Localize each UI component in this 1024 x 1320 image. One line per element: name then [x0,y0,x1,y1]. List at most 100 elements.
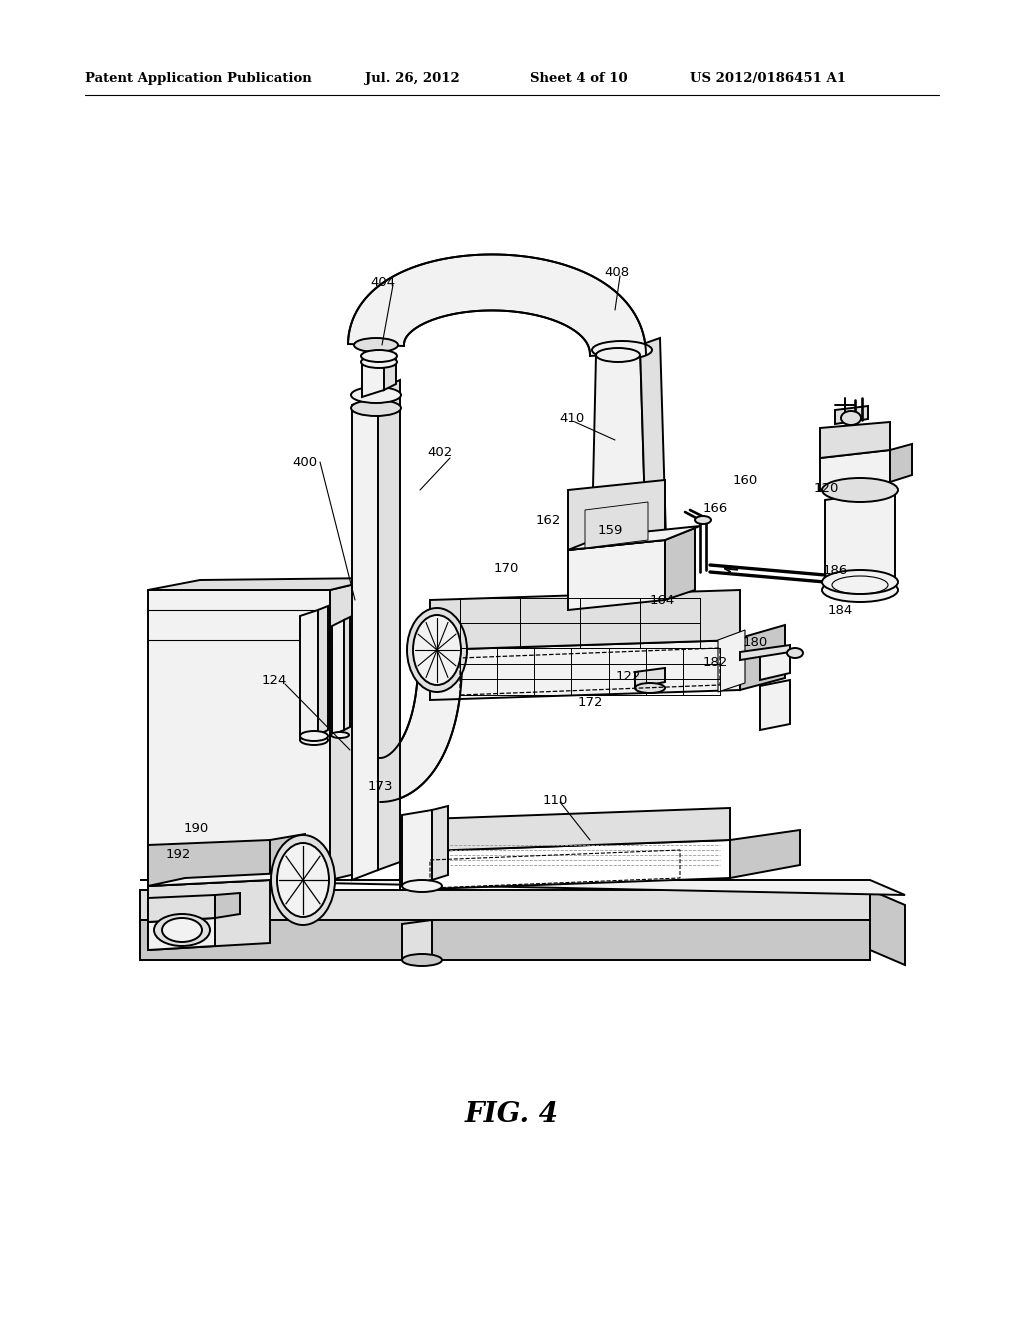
Ellipse shape [162,917,202,942]
Text: 182: 182 [702,656,728,668]
Polygon shape [890,444,912,482]
Polygon shape [665,528,695,601]
Text: 159: 159 [597,524,623,536]
Polygon shape [635,602,672,680]
Text: 120: 120 [813,482,839,495]
Polygon shape [825,490,895,590]
Polygon shape [590,345,648,620]
Ellipse shape [822,578,898,602]
Polygon shape [352,395,378,880]
Text: 164: 164 [649,594,675,606]
Text: 400: 400 [293,455,317,469]
Polygon shape [148,873,305,886]
Ellipse shape [787,648,803,657]
Ellipse shape [596,348,640,362]
Polygon shape [585,502,648,548]
Ellipse shape [402,954,442,966]
Polygon shape [215,894,240,917]
Polygon shape [432,807,449,880]
Ellipse shape [822,478,898,502]
Polygon shape [362,360,384,397]
Text: Sheet 4 of 10: Sheet 4 of 10 [530,73,628,84]
Polygon shape [148,880,270,950]
Text: 172: 172 [578,696,603,709]
Polygon shape [402,920,432,960]
Text: 404: 404 [371,276,395,289]
Polygon shape [870,890,905,965]
Text: 408: 408 [604,265,630,279]
Ellipse shape [635,682,665,693]
Text: 124: 124 [261,673,287,686]
Text: 184: 184 [827,603,853,616]
Polygon shape [148,590,330,880]
Polygon shape [820,422,890,458]
Polygon shape [330,578,380,880]
Ellipse shape [361,350,397,362]
Polygon shape [270,834,305,880]
Polygon shape [568,540,665,610]
Polygon shape [430,640,740,700]
Ellipse shape [351,387,401,403]
Ellipse shape [402,880,442,892]
Text: 122: 122 [615,669,641,682]
Polygon shape [380,668,462,803]
Ellipse shape [695,516,711,524]
Polygon shape [640,338,668,610]
Ellipse shape [354,338,398,352]
Polygon shape [140,920,870,960]
Polygon shape [730,830,800,878]
Text: 402: 402 [427,446,453,458]
Ellipse shape [154,913,210,946]
Polygon shape [140,880,905,895]
Ellipse shape [300,735,328,744]
Text: 170: 170 [494,561,519,574]
Text: 180: 180 [742,635,768,648]
Ellipse shape [361,356,397,368]
Polygon shape [332,620,344,735]
Ellipse shape [407,609,467,692]
Ellipse shape [413,615,461,685]
Text: FIG. 4: FIG. 4 [465,1101,559,1129]
Text: Patent Application Publication: Patent Application Publication [85,73,311,84]
Polygon shape [820,450,890,490]
Polygon shape [384,354,396,389]
Polygon shape [318,606,328,735]
Polygon shape [835,407,868,424]
Text: 162: 162 [536,513,561,527]
Polygon shape [148,917,215,950]
Text: 410: 410 [559,412,585,425]
Polygon shape [148,578,380,590]
Text: 192: 192 [165,847,190,861]
Polygon shape [148,840,270,886]
Ellipse shape [331,733,349,738]
Ellipse shape [300,731,328,741]
Polygon shape [378,380,400,870]
Polygon shape [592,610,648,690]
Text: 186: 186 [822,564,848,577]
Polygon shape [635,668,665,688]
Ellipse shape [271,836,335,925]
Polygon shape [300,610,318,741]
Polygon shape [344,616,350,730]
Polygon shape [760,680,790,730]
Ellipse shape [841,411,861,425]
Text: Jul. 26, 2012: Jul. 26, 2012 [365,73,460,84]
Polygon shape [400,840,730,890]
Polygon shape [400,808,730,851]
Polygon shape [718,630,745,692]
Polygon shape [140,890,870,920]
Text: 160: 160 [732,474,758,487]
Polygon shape [148,895,215,921]
Polygon shape [348,255,646,356]
Text: US 2012/0186451 A1: US 2012/0186451 A1 [690,73,846,84]
Polygon shape [740,645,790,660]
Polygon shape [568,525,700,550]
Ellipse shape [592,341,652,359]
Polygon shape [402,810,432,886]
Text: 173: 173 [368,780,393,792]
Polygon shape [760,645,790,680]
Ellipse shape [822,570,898,594]
Text: 110: 110 [543,793,567,807]
Polygon shape [430,590,740,649]
Text: 190: 190 [183,821,209,834]
